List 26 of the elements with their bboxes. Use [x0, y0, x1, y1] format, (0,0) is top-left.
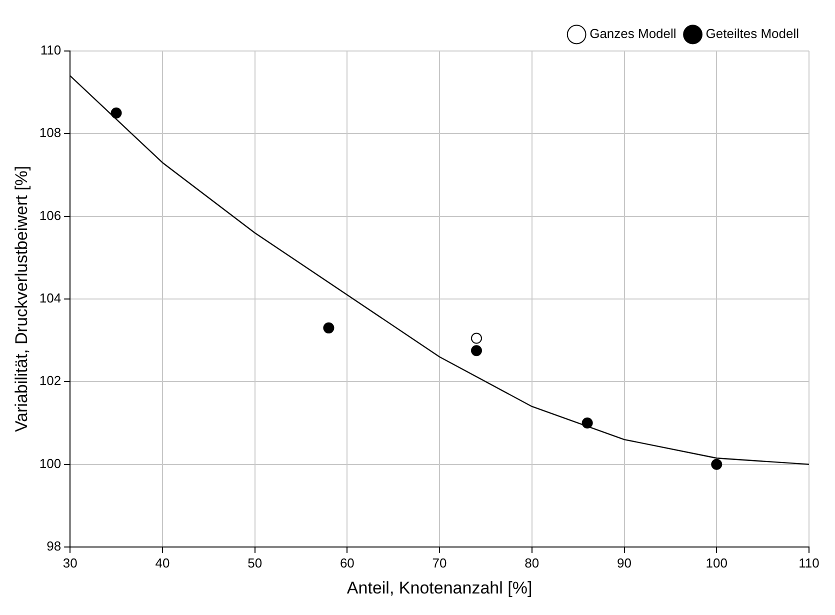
point: [110, 108, 122, 118]
point: [323, 322, 334, 334]
x-tick-label: 100: [706, 555, 728, 570]
legend-label: Geteiltes Modell: [706, 26, 800, 42]
point: [470, 332, 482, 344]
x-tick-label: 50: [248, 555, 262, 570]
y-tick-label: 106: [39, 208, 62, 223]
x-tick-label: 70: [432, 555, 447, 570]
x-tick-label: 110: [798, 555, 820, 570]
point: [711, 458, 722, 470]
legend-label: Ganzes Modell: [590, 26, 676, 42]
x-axis-title: Anteil, Knotenanzahl [%]: [346, 578, 532, 598]
y-axis-title: Variabilität, Druckverlustbeiwert [%]: [12, 166, 31, 432]
y-tick-label: 102: [39, 373, 62, 388]
x-tick-label: 60: [340, 555, 354, 570]
x-tick-label: 30: [62, 555, 78, 570]
point: [582, 418, 593, 428]
y-tick-label: 100: [39, 456, 62, 471]
y-tick-label: 104: [39, 290, 62, 306]
x-tick-label: 80: [524, 555, 540, 570]
x-tick-label: 90: [617, 555, 632, 570]
point: [470, 345, 482, 356]
y-tick-label: 98: [46, 538, 62, 554]
x-tick-label: 40: [155, 555, 170, 570]
y-tick-label: 110: [40, 42, 62, 58]
y-tick-label: 108: [39, 125, 62, 140]
